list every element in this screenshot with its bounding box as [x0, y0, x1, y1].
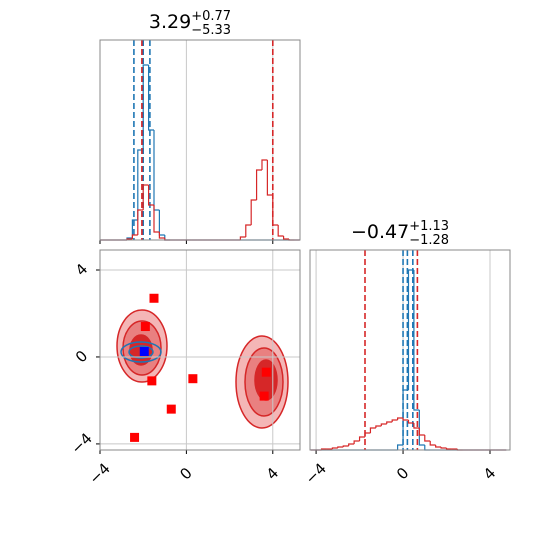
axes-frame [309, 249, 511, 451]
contour [128, 345, 154, 359]
y-tick-label: 0 [72, 347, 91, 366]
histogram-step [158, 210, 165, 236]
histogram-step [391, 419, 398, 422]
histogram-step [158, 232, 165, 239]
histogram-step [364, 432, 371, 437]
x-tick-label: 0 [393, 464, 412, 483]
histogram-step [424, 445, 431, 451]
y-tick-label: −4 [67, 429, 95, 457]
histogram-step [342, 445, 349, 447]
histogram-step [142, 64, 149, 150]
x-tick-label: −4 [85, 459, 113, 487]
histogram-step [418, 410, 425, 446]
histogram-step [137, 209, 144, 235]
histogram-step [386, 421, 393, 424]
histogram-step [261, 159, 268, 170]
histogram-step [369, 427, 376, 433]
title-value: −0.47 [351, 221, 409, 243]
point [139, 347, 149, 357]
histogram-step [282, 236, 289, 240]
point [149, 293, 159, 303]
point [188, 374, 198, 384]
histogram-step [413, 423, 420, 429]
point [140, 322, 150, 332]
point [166, 404, 176, 414]
point [259, 391, 269, 401]
histogram-step [429, 441, 436, 446]
histogram-step [337, 446, 344, 448]
histogram-step [413, 270, 420, 411]
histogram-step [153, 130, 160, 211]
histogram-step [147, 65, 154, 131]
panel-title: 3.29+0.77 −5.33 [149, 9, 231, 38]
histogram-step [397, 444, 404, 450]
histogram-step [407, 420, 414, 424]
panel: 3.29+0.77 −5.33 [99, 9, 301, 244]
histogram-step [147, 185, 154, 206]
histogram-step [380, 423, 387, 426]
histogram-step [272, 195, 279, 226]
x-tick-label: 4 [480, 464, 499, 483]
histogram-step [402, 418, 409, 421]
histogram-step [424, 435, 431, 442]
panel-title: −0.47+1.13 −1.28 [351, 219, 449, 248]
histogram-step [397, 417, 404, 420]
point [130, 432, 140, 442]
histogram-step [131, 234, 138, 239]
axes-frame [99, 249, 301, 451]
histogram-step [418, 428, 425, 436]
x-tick-label: 0 [176, 464, 195, 483]
histogram-step [245, 224, 252, 237]
histogram-step [348, 443, 355, 446]
histogram-step [435, 445, 442, 448]
title-plus: +1.13 [409, 219, 449, 234]
histogram-step [164, 235, 171, 241]
panel: −4 0 4 −0.47+1.13 −1.28 [302, 219, 511, 488]
histogram-step [358, 436, 365, 441]
contour [120, 341, 162, 363]
histogram-step [266, 160, 273, 196]
y-tick-label: 4 [72, 260, 91, 279]
axes-frame [99, 39, 301, 241]
title-value: 3.29 [149, 11, 191, 33]
histogram-step [277, 225, 284, 237]
histogram-step [239, 236, 246, 240]
histogram-step [153, 205, 160, 233]
histogram-step [440, 447, 447, 449]
title-minus: −5.33 [191, 23, 231, 38]
x-tick-label: −4 [302, 459, 330, 487]
point [147, 376, 157, 386]
x-tick-label: 4 [263, 464, 282, 483]
histogram-step [375, 425, 382, 428]
histogram-step [255, 169, 262, 200]
histogram-step [353, 440, 360, 444]
point [261, 367, 271, 377]
histogram-step [331, 447, 338, 449]
histogram-step [142, 184, 149, 210]
title-minus: −1.28 [409, 233, 449, 248]
histogram-step [250, 199, 257, 225]
histogram-step [445, 448, 452, 450]
histogram-step [131, 219, 138, 238]
panel: −4 0 4 −4 0 4 [67, 249, 301, 488]
title-plus: +0.77 [191, 9, 231, 24]
